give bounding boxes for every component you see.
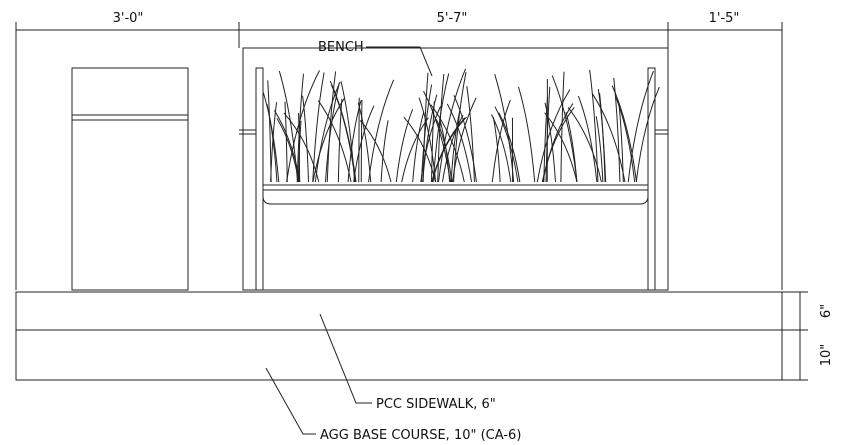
grass-blade	[357, 102, 372, 183]
leader-line	[265, 367, 316, 435]
grass-blade	[314, 81, 341, 183]
grass-blade	[577, 95, 598, 183]
dimension-label: 3'-0"	[113, 11, 144, 26]
leader-line	[366, 46, 433, 77]
grass-blade	[368, 79, 395, 183]
grass-blade	[422, 72, 429, 183]
grass-blade	[591, 93, 626, 183]
grass-blade	[565, 112, 578, 183]
grass-blade	[589, 69, 599, 183]
grass-blade	[267, 80, 272, 183]
grass-blade	[395, 109, 414, 183]
grass-blade	[324, 82, 340, 183]
grass-blade	[446, 103, 472, 183]
grass-blade	[453, 72, 467, 183]
grass-blade	[613, 77, 621, 183]
grass-blade	[543, 96, 549, 183]
grass-blade	[359, 120, 392, 183]
grass-blade	[597, 88, 607, 183]
grass-blade	[544, 112, 578, 183]
trash-receptacle	[71, 67, 189, 291]
grass-blade	[438, 68, 467, 183]
grass-blade	[262, 92, 280, 183]
bench-label: BENCH	[318, 40, 364, 55]
dimension-label: 5'-7"	[437, 11, 468, 26]
grass-blade	[517, 86, 536, 183]
grass-blade	[442, 114, 464, 183]
grass-blade	[312, 97, 346, 183]
grass-blade	[326, 71, 337, 183]
grass-blade	[567, 107, 602, 183]
grass-blade	[560, 71, 565, 183]
grass-blade	[302, 95, 310, 183]
grass-blade	[494, 74, 515, 183]
grass-blade	[412, 111, 425, 183]
grass-blade	[432, 73, 450, 183]
sidewalk-label: PCC SIDEWALK, 6"	[376, 397, 496, 412]
grass-blade	[360, 99, 363, 183]
dimension-label: 10"	[819, 344, 834, 367]
grass-blade	[595, 116, 604, 183]
dimension-label: 1'-5"	[709, 11, 740, 26]
dimension-label: 6"	[819, 304, 834, 318]
bench	[239, 47, 669, 291]
leader-line	[319, 313, 372, 404]
grass-blade	[430, 104, 465, 183]
grass-blade	[286, 70, 320, 183]
right-dimension	[782, 291, 808, 381]
grass-blade	[615, 97, 636, 183]
top-dimension	[15, 22, 783, 290]
grass-blade	[380, 120, 389, 183]
grass-blade	[491, 99, 511, 183]
grass-blade	[450, 109, 461, 183]
grass-blade	[536, 89, 571, 183]
grass-blade	[635, 86, 660, 183]
grass-blade	[627, 70, 654, 183]
grass-blade	[466, 86, 475, 183]
grass-blade	[273, 110, 301, 183]
grass	[262, 68, 660, 183]
grass-blade	[317, 100, 352, 183]
grass-blade	[420, 84, 433, 183]
grass-blade	[340, 81, 356, 183]
grass-blade	[276, 117, 300, 183]
aggregate-base	[15, 329, 783, 381]
grass-blade	[492, 117, 501, 183]
grass-blade	[284, 101, 288, 183]
grass-blade	[329, 80, 357, 183]
grass-blade	[453, 94, 477, 183]
grass-blade	[312, 72, 325, 183]
base-label: AGG BASE COURSE, 10" (CA-6)	[320, 428, 521, 443]
grass-blade	[542, 103, 574, 183]
grass-blade	[337, 98, 343, 183]
sidewalk	[15, 291, 783, 331]
grass-blade	[498, 112, 521, 183]
grass-blade	[439, 118, 451, 183]
grass-blade	[298, 113, 301, 183]
